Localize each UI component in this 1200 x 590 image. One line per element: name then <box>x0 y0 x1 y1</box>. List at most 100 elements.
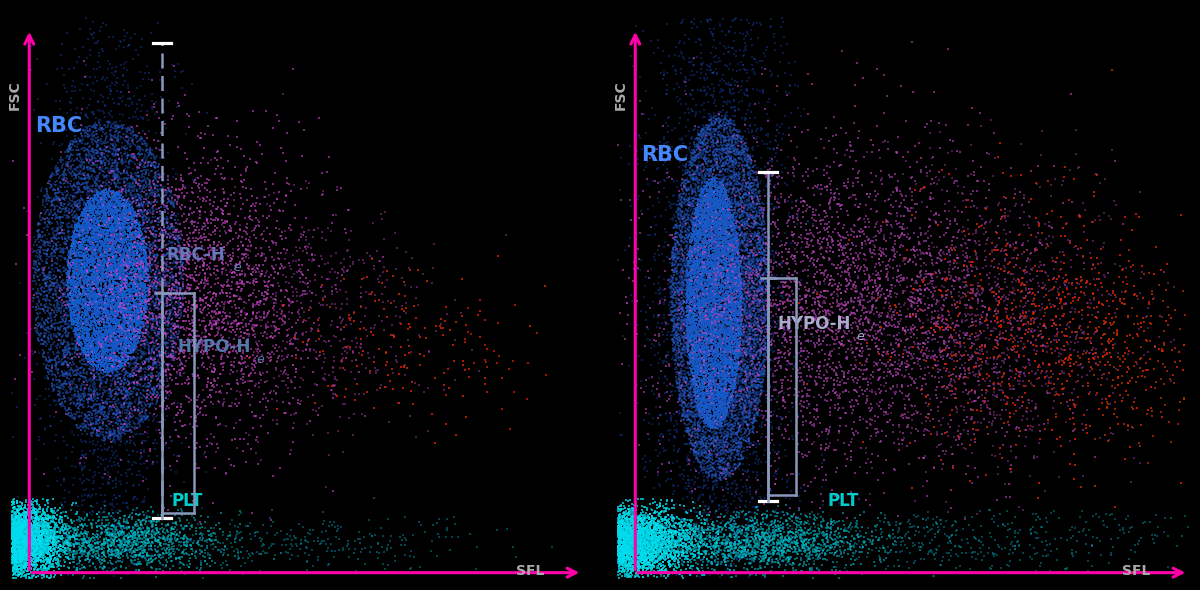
Point <box>686 107 706 117</box>
Point <box>139 379 158 388</box>
Point <box>685 340 704 350</box>
Point <box>715 556 734 566</box>
Point <box>707 452 726 461</box>
Point <box>46 226 65 235</box>
Point <box>685 323 704 332</box>
Point <box>619 560 638 569</box>
Point <box>635 554 654 563</box>
Point <box>691 204 710 214</box>
Point <box>779 273 798 282</box>
Point <box>28 497 47 507</box>
Point <box>43 228 62 238</box>
Point <box>170 514 190 524</box>
Point <box>745 366 764 376</box>
Point <box>710 328 730 337</box>
Point <box>688 395 707 405</box>
Point <box>694 225 713 234</box>
Point <box>644 533 664 543</box>
Point <box>152 226 172 235</box>
Point <box>197 435 216 444</box>
Point <box>754 358 773 368</box>
Point <box>714 160 733 169</box>
Point <box>174 537 193 547</box>
Point <box>930 332 949 342</box>
Point <box>96 181 115 190</box>
Point <box>139 381 158 391</box>
Point <box>56 315 76 324</box>
Point <box>799 536 818 545</box>
Point <box>228 320 247 329</box>
Point <box>103 308 122 317</box>
Point <box>938 246 958 255</box>
Point <box>56 158 76 167</box>
Point <box>383 364 402 373</box>
Point <box>804 421 823 430</box>
Point <box>118 126 137 135</box>
Point <box>940 217 959 226</box>
Point <box>674 176 694 186</box>
Point <box>89 457 108 466</box>
Point <box>134 329 154 338</box>
Point <box>1049 513 1068 523</box>
Point <box>232 171 251 180</box>
Point <box>671 286 690 295</box>
Point <box>79 197 98 206</box>
Point <box>808 550 827 559</box>
Point <box>701 341 720 350</box>
Point <box>156 404 175 414</box>
Point <box>730 306 749 316</box>
Point <box>115 425 134 435</box>
Point <box>161 237 180 247</box>
Point <box>649 250 668 259</box>
Point <box>662 496 682 505</box>
Point <box>858 326 877 336</box>
Point <box>992 213 1012 222</box>
Point <box>686 327 706 336</box>
Point <box>608 559 628 569</box>
Point <box>695 290 714 300</box>
Point <box>1024 414 1043 424</box>
Point <box>718 274 737 284</box>
Point <box>115 313 134 323</box>
Point <box>85 352 104 361</box>
Point <box>689 454 708 463</box>
Point <box>828 393 847 402</box>
Point <box>730 316 749 326</box>
Point <box>114 173 133 183</box>
Point <box>722 366 742 375</box>
Point <box>94 376 113 386</box>
Point <box>724 211 743 220</box>
Point <box>96 303 115 313</box>
Point <box>94 222 113 232</box>
Point <box>77 349 96 359</box>
Point <box>47 283 66 293</box>
Point <box>686 448 706 457</box>
Point <box>86 418 106 427</box>
Point <box>326 249 346 258</box>
Point <box>638 429 658 438</box>
Point <box>196 302 215 312</box>
Point <box>172 312 191 321</box>
Point <box>732 451 751 460</box>
Point <box>96 336 115 346</box>
Point <box>104 290 124 299</box>
Point <box>706 372 725 381</box>
Point <box>148 293 167 302</box>
Point <box>695 285 714 294</box>
Point <box>692 333 712 342</box>
Point <box>697 349 716 359</box>
Point <box>126 520 145 529</box>
Point <box>119 414 138 423</box>
Point <box>702 304 721 314</box>
Point <box>692 266 712 275</box>
Point <box>158 239 178 248</box>
Point <box>744 242 763 252</box>
Point <box>690 221 709 231</box>
Point <box>1111 354 1130 363</box>
Point <box>106 150 125 159</box>
Point <box>749 354 768 363</box>
Point <box>920 215 940 224</box>
Point <box>682 278 701 287</box>
Point <box>6 543 25 553</box>
Point <box>803 246 822 255</box>
